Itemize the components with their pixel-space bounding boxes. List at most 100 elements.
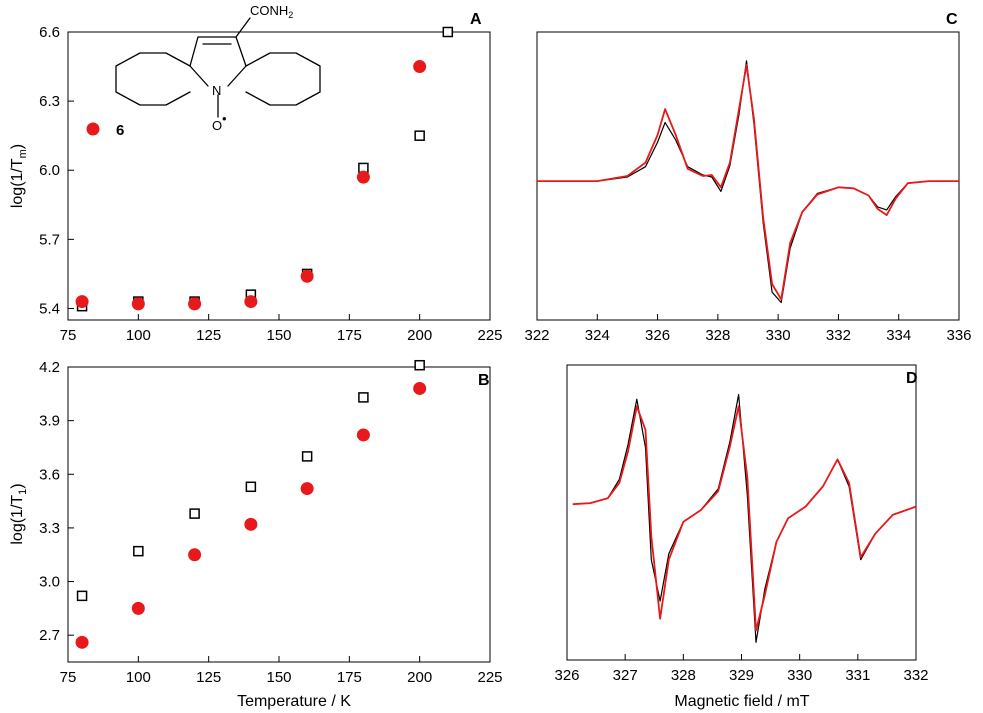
x-tick-label-a-0: 75	[60, 327, 77, 344]
structure-pyrroline-ring	[189, 36, 247, 87]
x-tick-label-b-6: 225	[477, 669, 502, 686]
x-tick-label-b-2: 125	[196, 669, 221, 686]
spectrum-c-simulated	[537, 64, 959, 301]
point-b-circle-4	[300, 482, 314, 496]
x-tick-label-b-4: 175	[337, 669, 362, 686]
y-tick-label-a-3: 6.3	[39, 93, 60, 110]
x-axis-title-b: Temperature / K	[237, 693, 351, 710]
panel-c: C 322 324 326 328 330 332 334 336	[524, 11, 971, 344]
legend-marker-6	[86, 122, 100, 136]
point-b-circle-3	[244, 517, 258, 531]
point-b-circle-5	[356, 428, 370, 442]
x-tick-label-c-0: 322	[524, 327, 549, 344]
x-tick-label-a-4: 175	[337, 327, 362, 344]
point-b-square-2	[189, 508, 200, 519]
x-tick-label-a-1: 100	[126, 327, 151, 344]
x-tick-label-c-2: 326	[645, 327, 670, 344]
y-axis-title-a: log(1/Tm)	[9, 144, 29, 208]
point-b-square-3	[245, 481, 257, 493]
svg-text:log(1/Tm): log(1/Tm)	[9, 144, 29, 208]
y-tick-label-b-0: 2.7	[39, 627, 60, 644]
x-tick-label-b-5: 200	[407, 669, 432, 686]
point-b-circle-2	[188, 548, 202, 562]
panel-d-frame	[566, 364, 917, 661]
x-tick-label-c-1: 324	[585, 327, 610, 344]
spectrum-d-simulated	[572, 405, 917, 632]
x-tick-label-b-3: 150	[266, 669, 291, 686]
point-a-circle-4	[300, 269, 314, 283]
spectrum-c-experimental	[537, 60, 959, 304]
structure-substituent-label: CONH2	[250, 3, 293, 20]
panel-c-label: C	[946, 11, 958, 28]
x-tick-label-a-3: 150	[266, 327, 291, 344]
spectrum-d-experimental	[572, 393, 917, 643]
panel-d: D Magnetic field / mT 326 327 328 329 330 331…	[554, 364, 929, 710]
structure-substituent-bond	[235, 17, 251, 38]
y-tick-label-b-2: 3.3	[39, 520, 60, 537]
point-a-circle-2	[188, 297, 202, 311]
x-tick-label-a-6: 225	[477, 327, 502, 344]
point-b-square-0	[76, 590, 88, 602]
panel-d-label: D	[906, 370, 918, 387]
y-tick-label-a-2: 6.0	[39, 162, 60, 179]
y-tick-label-a-1: 5.7	[39, 231, 60, 248]
x-tick-label-d-0: 326	[554, 667, 579, 684]
x-tick-label-c-6: 334	[886, 327, 911, 344]
panel-b: B log(1/T1) Temperature / K 75 100 125 150 1…	[9, 359, 503, 710]
x-tick-label-a-5: 200	[407, 327, 432, 344]
y-axis-title-b-main: log(1/T	[9, 495, 26, 545]
structure-oxygen-label: O	[212, 118, 222, 133]
x-tick-label-d-5: 331	[845, 667, 870, 684]
structure-nitrogen-label: N	[212, 83, 221, 98]
y-tick-label-b-5: 4.2	[39, 359, 60, 376]
point-a-circle-1	[131, 297, 145, 311]
panel-a: A log(1/Tm) 75 100 125 150 175 200 225 5.4 5.7 6.…	[9, 3, 503, 344]
point-a-square-7	[442, 26, 454, 38]
x-tick-label-d-2: 328	[671, 667, 696, 684]
structure-6	[115, 17, 321, 118]
x-tick-label-c-5: 332	[826, 327, 851, 344]
panel-a-frame	[67, 31, 491, 321]
point-b-circle-1	[131, 601, 145, 615]
x-tick-label-a-2: 125	[196, 327, 221, 344]
point-b-square-4	[301, 451, 313, 462]
y-axis-title-a-end: )	[9, 144, 26, 149]
structure-ring-right	[245, 52, 321, 106]
point-a-circle-0	[75, 295, 89, 309]
point-b-circle-6	[413, 381, 427, 395]
panel-a-label: A	[470, 11, 482, 28]
y-axis-title-b-sub: 1	[17, 489, 29, 495]
y-tick-label-a-4: 6.6	[39, 24, 60, 41]
x-axis-title-d: Magnetic field / mT	[674, 693, 809, 710]
point-b-square-6	[414, 359, 425, 371]
y-axis-title-b: log(1/T1)	[9, 483, 29, 544]
x-tick-label-d-3: 329	[729, 667, 754, 684]
y-axis-title-a-main: log(1/T	[9, 158, 26, 208]
point-a-circle-5	[356, 170, 370, 184]
y-axis-title-a-sub: m	[17, 149, 29, 158]
point-a-square-6	[414, 130, 425, 141]
y-axis-title-b-end: )	[9, 483, 26, 488]
y-tick-label-b-4: 3.9	[39, 413, 60, 430]
structure-ring-left	[115, 52, 191, 106]
x-tick-label-c-7: 336	[946, 327, 971, 344]
point-a-circle-6	[413, 60, 427, 74]
y-tick-label-b-1: 3.0	[39, 574, 60, 591]
point-b-circle-0	[75, 635, 89, 649]
x-tick-label-c-3: 328	[705, 327, 730, 344]
svg-text:log(1/T1): log(1/T1)	[9, 483, 29, 544]
x-tick-label-c-4: 330	[766, 327, 791, 344]
x-tick-label-d-1: 327	[613, 667, 638, 684]
y-tick-label-b-3: 3.6	[39, 466, 60, 483]
structure-radical-dot: •	[222, 111, 227, 126]
x-tick-label-d-4: 330	[787, 667, 812, 684]
x-tick-label-d-6: 332	[903, 667, 928, 684]
x-tick-label-b-1: 100	[126, 669, 151, 686]
point-b-square-5	[358, 392, 369, 403]
y-tick-label-a-0: 5.4	[39, 300, 60, 317]
x-tick-label-b-0: 75	[60, 669, 77, 686]
point-a-circle-3	[244, 295, 258, 309]
compound-label-6: 6	[116, 122, 124, 139]
panel-b-frame	[67, 366, 491, 663]
